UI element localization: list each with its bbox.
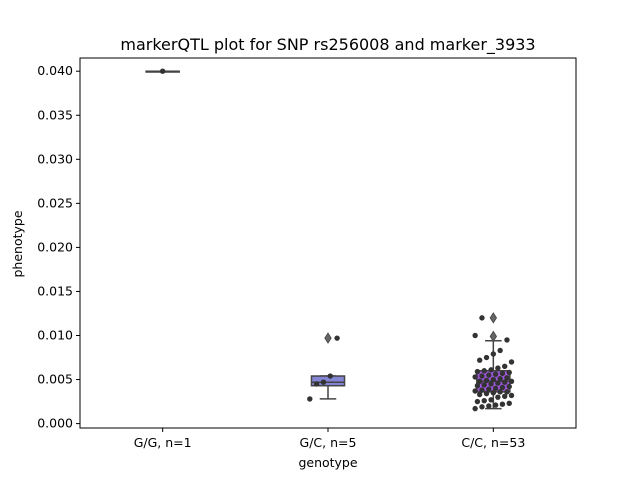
data-point	[481, 397, 487, 404]
data-point	[474, 368, 481, 375]
data-point	[492, 385, 499, 392]
x-tick-label: G/C, n=5	[300, 435, 357, 450]
data-point	[486, 403, 492, 409]
box-outlier	[324, 332, 332, 344]
data-point	[320, 379, 327, 385]
data-point	[327, 373, 333, 379]
y-tick-label: 0.000	[37, 416, 73, 431]
data-point	[472, 405, 478, 412]
x-tick-label: G/G, n=1	[134, 435, 192, 450]
data-point	[490, 390, 497, 396]
y-tick-label: 0.005	[37, 372, 73, 387]
data-point	[483, 354, 490, 361]
data-point	[472, 332, 478, 339]
data-point	[504, 375, 510, 381]
data-point	[497, 389, 503, 395]
data-point	[504, 389, 510, 395]
data-point	[495, 380, 501, 386]
data-point	[334, 335, 340, 341]
data-point	[479, 373, 485, 379]
data-point	[492, 371, 499, 377]
data-point	[502, 379, 508, 385]
data-point	[483, 377, 490, 384]
data-point	[479, 315, 485, 321]
y-tick-label: 0.020	[37, 239, 73, 254]
box-outlier	[489, 330, 498, 343]
data-point	[502, 363, 508, 370]
data-point	[499, 401, 506, 407]
data-point	[495, 365, 501, 371]
data-point	[506, 400, 512, 407]
y-axis-label: phenotype	[10, 210, 25, 277]
y-tick-label: 0.030	[37, 151, 73, 166]
data-point	[474, 383, 481, 389]
data-point	[479, 404, 485, 410]
y-tick-label: 0.015	[37, 283, 73, 298]
data-point	[502, 393, 508, 399]
data-point	[472, 374, 478, 380]
data-point	[472, 388, 478, 394]
y-tick-label: 0.025	[37, 195, 73, 210]
data-point	[313, 381, 320, 387]
data-point	[476, 357, 483, 363]
data-point	[307, 396, 313, 402]
data-point	[492, 402, 499, 408]
data-point	[508, 392, 515, 399]
data-point	[486, 386, 492, 392]
data-point	[497, 375, 503, 382]
data-point	[488, 367, 494, 373]
y-tick-label: 0.010	[37, 328, 73, 343]
data-point	[508, 359, 515, 365]
data-point	[488, 381, 494, 387]
plot-area: 0.000 0.005 0.010 0.015 0.020 0.025 0.030 0.035…	[37, 63, 525, 450]
data-point	[508, 378, 515, 385]
data-point	[506, 383, 512, 390]
data-point	[490, 376, 497, 383]
data-point	[483, 390, 490, 397]
data-point	[481, 382, 487, 388]
data-point	[506, 369, 512, 376]
data-point	[499, 384, 506, 391]
box-outlier	[489, 312, 498, 324]
x-tick-label: C/C, n=53	[461, 435, 525, 450]
data-point	[499, 370, 506, 377]
data-point	[476, 378, 483, 385]
y-tick-label: 0.040	[37, 63, 73, 78]
data-point	[474, 398, 481, 405]
y-tick-label: 0.035	[37, 107, 73, 122]
data-point	[504, 337, 510, 343]
data-point	[490, 351, 497, 357]
data-point	[479, 387, 485, 393]
data-point	[481, 368, 487, 374]
x-axis-label: genotype	[298, 455, 357, 470]
data-point	[488, 397, 494, 403]
chart-title: markerQTL plot for SNP rs256008 and mark…	[120, 35, 535, 55]
plot-frame	[79, 57, 577, 429]
data-point	[497, 347, 503, 354]
data-point	[495, 394, 501, 400]
data-point	[159, 68, 166, 74]
data-point	[476, 391, 483, 398]
data-point	[486, 372, 492, 378]
